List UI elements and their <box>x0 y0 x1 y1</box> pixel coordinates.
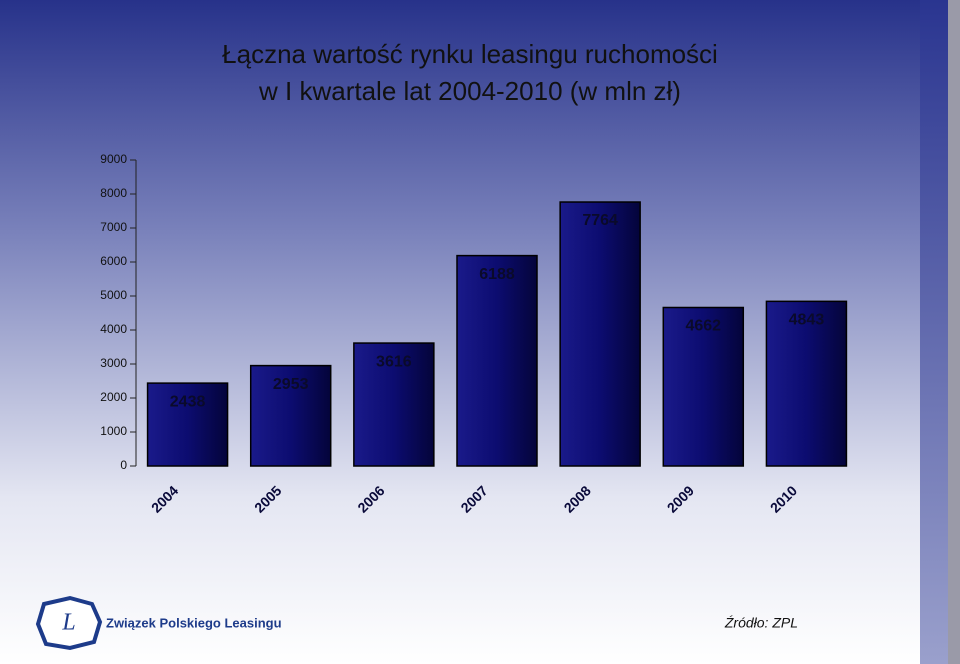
y-tick-label: 2000 <box>100 390 127 404</box>
y-tick-label: 5000 <box>100 288 127 302</box>
value-label: 4662 <box>685 318 721 335</box>
value-label: 7764 <box>582 212 618 229</box>
bar <box>662 306 745 467</box>
chart-title: w I kwartale lat 2004-2010 (w mln zł) <box>258 76 681 106</box>
value-label: 6188 <box>479 266 515 283</box>
chart-title: Łączna wartość rynku leasingu ruchomości <box>222 39 718 69</box>
bar <box>559 201 641 467</box>
y-tick-label: 9000 <box>100 152 127 166</box>
logo-shape <box>35 595 103 651</box>
bar <box>146 382 229 467</box>
bar <box>353 342 435 467</box>
bar <box>765 300 848 467</box>
value-label: 2438 <box>170 393 206 410</box>
y-tick-label: 7000 <box>100 220 127 234</box>
source: Źródło: ZPL <box>724 615 798 631</box>
side-strip <box>948 0 960 664</box>
bar <box>249 364 332 467</box>
y-tick-label: 4000 <box>100 322 127 336</box>
logo-text: Związek Polskiego Leasingu <box>106 615 282 630</box>
y-tick-label: 0 <box>120 458 127 472</box>
bar <box>456 254 538 467</box>
y-tick-label: 3000 <box>100 356 127 370</box>
logo: L Związek Polskiego Leasingu <box>35 595 282 651</box>
y-tick-label: 6000 <box>100 254 127 268</box>
y-tick-label: 1000 <box>100 424 127 438</box>
logo-letter: L <box>61 610 75 636</box>
value-label: 4843 <box>789 312 825 329</box>
side-strip <box>920 0 948 664</box>
value-label: 2953 <box>273 376 309 393</box>
y-tick-label: 8000 <box>100 186 127 200</box>
value-label: 3616 <box>376 353 412 370</box>
